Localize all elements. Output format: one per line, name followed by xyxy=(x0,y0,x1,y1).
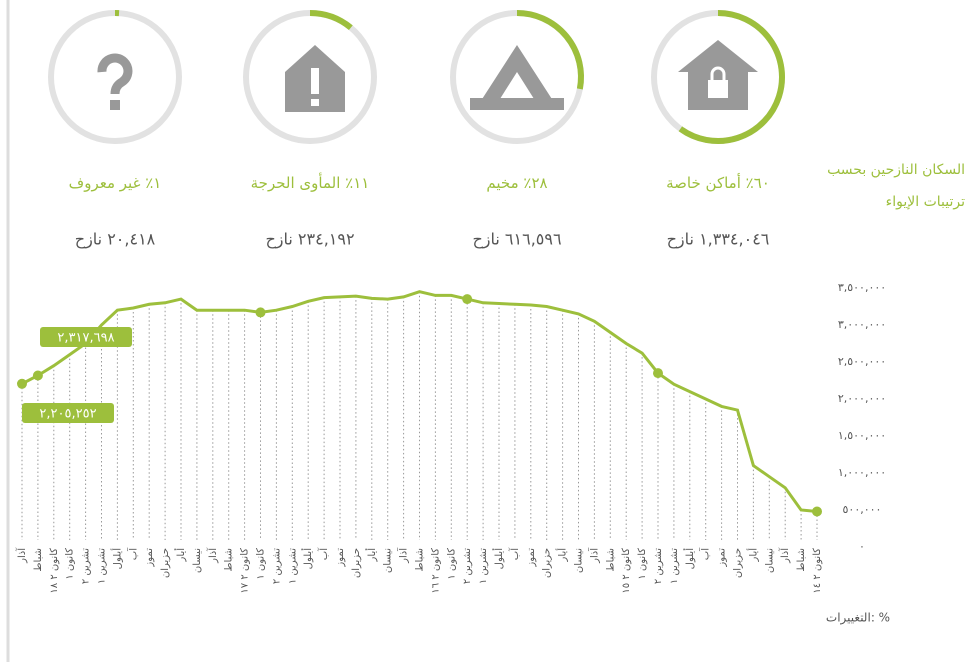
x-tick-label: كانون ١ xyxy=(446,548,457,580)
changes-label: التغييرات: % xyxy=(826,611,890,626)
gauge-arc xyxy=(678,10,785,144)
point xyxy=(653,368,663,379)
gauge-name: أماكن خاصة xyxy=(666,173,741,192)
gauge-count: ٢٠,٤١٨ نازح xyxy=(75,230,156,250)
x-tick-label: تشرين ١ xyxy=(287,548,298,584)
gauge-label: ١٪ غير معروف xyxy=(69,174,162,192)
point xyxy=(462,294,473,305)
x-tick-label: حزيران xyxy=(733,548,744,578)
x-tick-label: كانون ٢ ١٨ xyxy=(49,548,60,594)
x-tick-label: آب xyxy=(317,547,330,560)
x-tick-label: شباط xyxy=(605,548,616,572)
gauge-percent: ٢٨٪ xyxy=(523,174,547,192)
x-tick-label: نيسان xyxy=(383,548,394,573)
x-tick-label: حزيران xyxy=(351,548,362,578)
title: السكان النازحين بحسب xyxy=(827,162,965,178)
icon-tent xyxy=(470,45,564,110)
callout xyxy=(22,403,114,423)
x-tick-label: آذار xyxy=(778,547,791,564)
gauge-percent: ٦٠٪ xyxy=(746,174,770,192)
gauge-label: ٢٨٪ مخيم xyxy=(486,174,547,192)
x-tick-label: شباط xyxy=(415,548,426,572)
point xyxy=(17,378,27,389)
x-tick-label: شباط xyxy=(796,548,807,572)
y-tick-label: ٣,٥٠٠,٠٠٠ xyxy=(838,281,886,294)
gauge-track xyxy=(48,10,182,144)
x-tick-label: حزيران xyxy=(542,548,553,578)
x-tick-label: تموز xyxy=(335,548,346,568)
data-label: ٢,٣١٧,٦٩٨ xyxy=(57,331,114,346)
title: ترتيبات الإيواء xyxy=(886,194,965,210)
x-tick-label: شباط xyxy=(33,548,44,572)
x-tick-label: أيلول xyxy=(110,548,123,570)
point xyxy=(32,370,43,381)
x-tick-label: نيسان xyxy=(574,548,585,573)
y-tick-label: ٢,٥٠٠,٠٠٠ xyxy=(838,355,886,368)
gauge-name: مخيم xyxy=(486,174,518,192)
gauge-name: المأوى الحرجة xyxy=(251,172,341,192)
y-tick-label: ١,٠٠٠,٠٠٠ xyxy=(838,466,886,479)
x-tick-label: آذار xyxy=(206,547,219,564)
x-tick-label: أيلول xyxy=(683,548,696,570)
x-tick-label: شباط xyxy=(224,548,235,572)
x-tick-label: تموز xyxy=(717,548,728,568)
x-tick-label: كانون ١ xyxy=(65,548,76,580)
x-tick-label: آب xyxy=(508,547,521,560)
y-tick-label: ٢,٠٠٠,٠٠٠ xyxy=(838,392,886,405)
x-tick-label: تموز xyxy=(526,548,537,568)
x-tick-label: كانون ٢ ١٤ xyxy=(812,548,823,594)
x-tick-label: تشرين ٢ xyxy=(271,548,282,584)
point xyxy=(812,506,822,517)
x-tick-label: تشرين ١ xyxy=(669,548,680,584)
y-tick-label: ٣,٠٠٠,٠٠٠ xyxy=(838,318,886,331)
icon-question xyxy=(97,53,133,110)
icon-house-alert xyxy=(285,45,345,112)
gauge-arc xyxy=(309,10,353,31)
gauge-label: ١١٪ المأوى الحرجة xyxy=(251,172,370,192)
point xyxy=(255,307,266,318)
gauge-percent: ١٪ xyxy=(145,174,161,192)
x-tick-label: آذار xyxy=(397,547,410,564)
x-tick-label: حزيران xyxy=(160,548,171,578)
x-tick-label: أيار xyxy=(556,548,569,563)
y-tick-label: ٥٠٠,٠٠٠ xyxy=(843,503,882,516)
x-tick-label: أيلول xyxy=(301,548,314,570)
x-tick-label: أيار xyxy=(365,548,378,563)
x-tick-label: آب xyxy=(126,547,139,560)
x-tick-label: كانون ١ xyxy=(256,548,267,580)
gauge-arc xyxy=(516,10,584,90)
icon-house-lock xyxy=(678,40,758,110)
gauge-count: ٦١٦,٥٩٦ نازح xyxy=(472,230,561,250)
gauge-percent: ١١٪ xyxy=(345,174,369,192)
x-tick-label: أيار xyxy=(174,548,187,563)
line xyxy=(21,290,818,513)
x-tick-label: تشرين ٢ xyxy=(81,548,92,584)
x-tick-label: أيار xyxy=(746,548,759,563)
x-tick-label: كانون ٢ ١٧ xyxy=(240,548,251,594)
y-tick-label: ١,٥٠٠,٠٠٠ xyxy=(838,429,886,442)
x-tick-label: نيسان xyxy=(192,548,203,573)
x-tick-label: كانون ١ xyxy=(637,548,648,580)
callout xyxy=(40,327,132,347)
x-tick-label: آذار xyxy=(15,547,28,564)
gauge-label: ٦٠٪ أماكن خاصة xyxy=(666,173,770,192)
x-tick-label: تموز xyxy=(144,548,155,568)
y-tick-label: ٠ xyxy=(859,540,865,553)
x-tick-label: آذار xyxy=(587,547,600,564)
data-label: ٢,٢٠٥,٢٥٢ xyxy=(39,407,96,422)
gauge-count: ١,٣٣٤,٠٤٦ نازح xyxy=(667,230,770,250)
x-tick-label: تشرين ٢ xyxy=(462,548,473,584)
gauge-count: ٢٣٤,١٩٢ نازح xyxy=(265,230,354,250)
gauge-name: غير معروف xyxy=(69,174,141,192)
x-tick-label: نيسان xyxy=(764,548,775,573)
x-tick-label: كانون ٢ ١٥ xyxy=(621,548,632,594)
x-tick-label: تشرين ١ xyxy=(97,548,108,584)
x-tick-label: كانون ٢ ١٦ xyxy=(430,548,441,594)
x-tick-label: تشرين ٢ xyxy=(653,548,664,584)
x-tick-label: أيلول xyxy=(492,548,505,570)
x-tick-label: تشرين ١ xyxy=(478,548,489,584)
x-tick-label: آب xyxy=(699,547,712,560)
